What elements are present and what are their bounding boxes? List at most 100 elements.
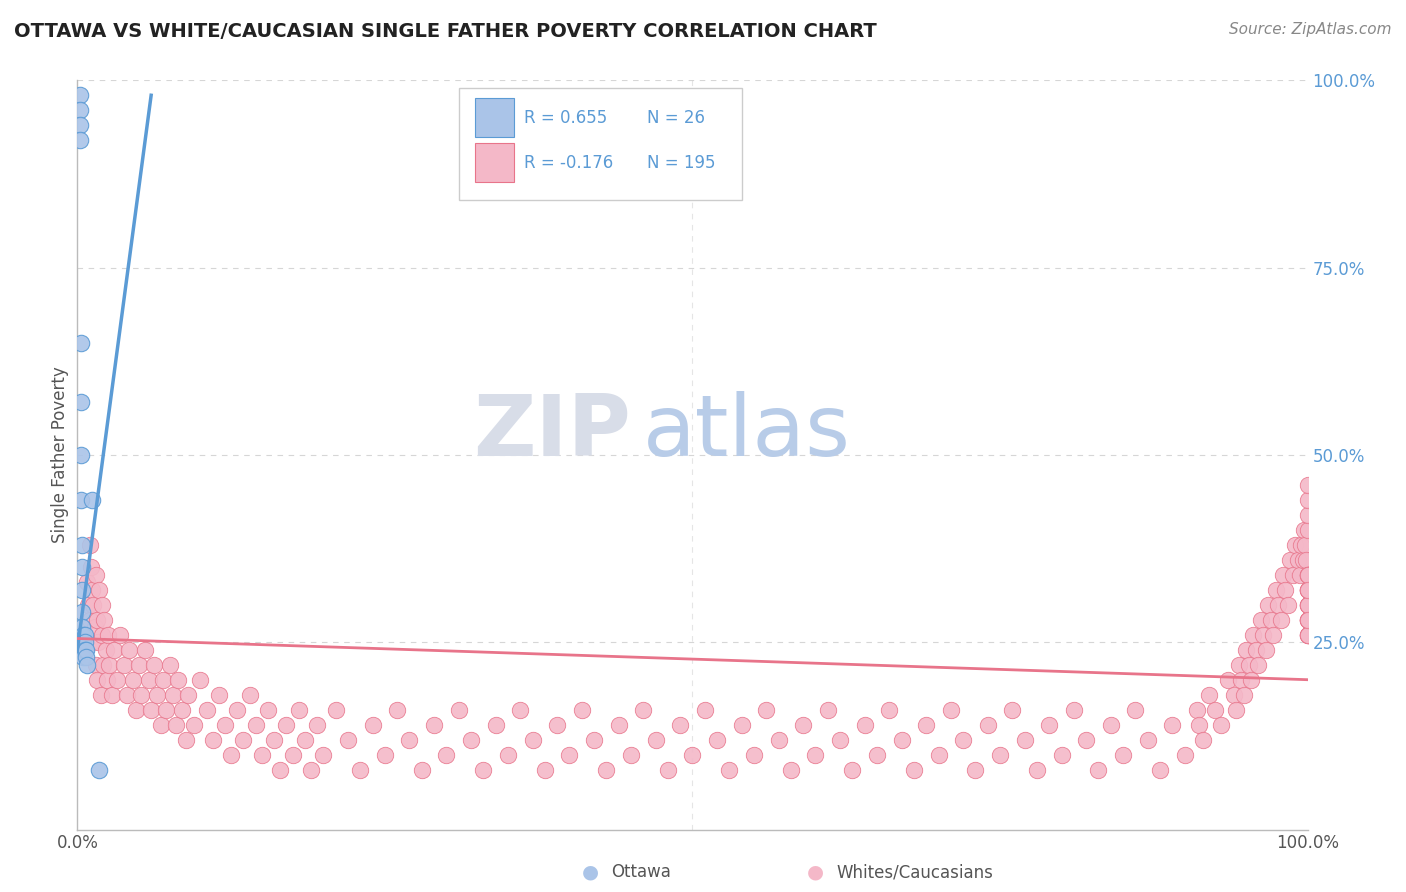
Point <box>1234 642 1257 657</box>
Text: Source: ZipAtlas.com: Source: ZipAtlas.com <box>1229 22 1392 37</box>
Point <box>134 642 156 657</box>
Point <box>1296 628 1319 642</box>
Point <box>1296 613 1319 627</box>
Point <box>70 605 93 619</box>
Point <box>669 717 692 731</box>
Point <box>1296 613 1319 627</box>
Point <box>879 703 901 717</box>
Point <box>1272 567 1295 582</box>
Point <box>73 635 96 649</box>
Point <box>1161 717 1184 731</box>
Point <box>128 657 150 672</box>
Point <box>232 732 254 747</box>
Text: R = 0.655: R = 0.655 <box>524 109 607 127</box>
Point <box>1296 567 1319 582</box>
Point <box>1267 598 1289 612</box>
Point <box>1253 628 1275 642</box>
Point <box>595 763 617 777</box>
Point <box>1291 538 1313 552</box>
Text: N = 26: N = 26 <box>647 109 704 127</box>
Point <box>1026 763 1049 777</box>
Point <box>398 732 420 747</box>
Point <box>165 717 187 731</box>
Point <box>755 703 778 717</box>
Text: N = 195: N = 195 <box>647 153 716 171</box>
Point <box>1216 673 1239 687</box>
Point <box>86 613 108 627</box>
Point <box>620 747 643 762</box>
Point <box>115 688 138 702</box>
Point <box>903 763 925 777</box>
Point <box>1087 763 1109 777</box>
Point <box>447 703 470 717</box>
FancyBboxPatch shape <box>458 87 742 200</box>
Point <box>1296 598 1319 612</box>
Point <box>1296 613 1319 627</box>
Point <box>1282 567 1305 582</box>
Point <box>866 747 889 762</box>
Point <box>607 717 630 731</box>
Point <box>214 717 236 731</box>
Point <box>349 763 371 777</box>
Point <box>208 688 231 702</box>
Point <box>731 717 754 731</box>
Point <box>70 635 93 649</box>
Point <box>97 628 120 642</box>
Point <box>1001 703 1024 717</box>
Point <box>1198 688 1220 702</box>
Point <box>226 703 249 717</box>
Point <box>96 673 118 687</box>
Point <box>1233 688 1256 702</box>
Point <box>1223 688 1246 702</box>
Point <box>103 642 125 657</box>
Point <box>1243 628 1265 642</box>
Point <box>1279 553 1302 567</box>
Point <box>183 717 205 731</box>
Point <box>159 657 181 672</box>
Point <box>1296 508 1319 522</box>
Point <box>299 763 322 777</box>
Point <box>361 717 384 731</box>
Point <box>1289 567 1312 582</box>
Point <box>90 688 112 702</box>
Point <box>89 763 111 777</box>
Point <box>129 688 153 702</box>
Point <box>977 717 1000 731</box>
Point <box>1227 657 1250 672</box>
Point <box>94 642 117 657</box>
Point <box>90 598 114 612</box>
Point <box>522 732 544 747</box>
Point <box>423 717 446 731</box>
Point <box>1230 673 1253 687</box>
Point <box>70 582 93 597</box>
Point <box>534 763 557 777</box>
Point <box>1112 747 1135 762</box>
Point <box>1296 628 1319 642</box>
Point <box>1254 642 1277 657</box>
Point <box>792 717 814 731</box>
Point <box>1264 582 1286 597</box>
Point <box>70 492 93 507</box>
Point <box>768 732 790 747</box>
Point <box>73 628 96 642</box>
Point <box>70 560 93 574</box>
Point <box>76 657 98 672</box>
Point <box>1296 523 1319 537</box>
Point <box>558 747 581 762</box>
Point <box>1240 673 1263 687</box>
Point <box>965 763 987 777</box>
Text: ●: ● <box>807 863 824 882</box>
Point <box>86 673 108 687</box>
Point <box>79 538 101 552</box>
Point <box>69 103 91 118</box>
Point <box>1014 732 1036 747</box>
Point <box>633 703 655 717</box>
Point <box>72 650 94 665</box>
Y-axis label: Single Father Poverty: Single Father Poverty <box>51 367 69 543</box>
Point <box>1063 703 1085 717</box>
Point <box>1296 598 1319 612</box>
Point <box>89 582 111 597</box>
FancyBboxPatch shape <box>475 144 515 182</box>
Point <box>138 673 160 687</box>
Text: R = -0.176: R = -0.176 <box>524 153 613 171</box>
